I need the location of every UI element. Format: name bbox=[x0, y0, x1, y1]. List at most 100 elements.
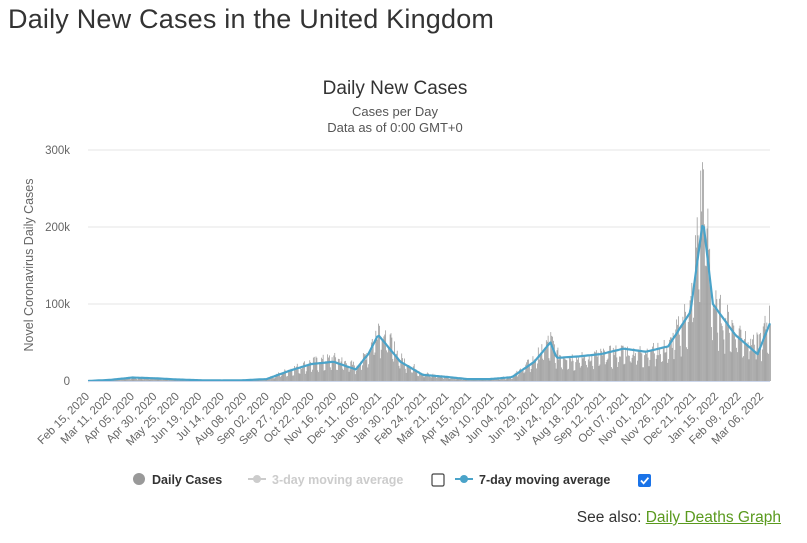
daily-case-bar bbox=[726, 324, 728, 381]
daily-case-bar bbox=[441, 375, 443, 381]
daily-case-bar bbox=[445, 376, 447, 381]
daily-case-bar bbox=[567, 369, 569, 381]
daily-case-bar bbox=[759, 334, 761, 381]
chart-subtitle-line-2: Data as of 0:00 GMT+0 bbox=[327, 120, 462, 135]
daily-deaths-graph-link[interactable]: Daily Deaths Graph bbox=[645, 509, 781, 526]
daily-case-bar bbox=[420, 373, 421, 381]
daily-case-bar bbox=[155, 378, 157, 381]
daily-case-bar bbox=[433, 375, 435, 381]
daily-case-bar bbox=[595, 350, 597, 381]
toggle-7-day-moving-average-checkbox[interactable] bbox=[638, 474, 651, 487]
daily-case-bar bbox=[678, 334, 680, 381]
daily-case-bar bbox=[516, 370, 518, 381]
daily-case-bar bbox=[644, 355, 645, 381]
daily-case-bar bbox=[428, 373, 429, 381]
daily-case-bar bbox=[568, 368, 570, 381]
daily-case-bar bbox=[701, 211, 703, 381]
daily-case-bar bbox=[124, 379, 126, 381]
daily-case-bar bbox=[282, 372, 284, 381]
daily-case-bar bbox=[373, 354, 375, 381]
daily-case-bar bbox=[611, 367, 612, 381]
daily-case-bar bbox=[677, 324, 678, 381]
daily-case-bar bbox=[443, 378, 445, 381]
daily-case-bar bbox=[558, 359, 560, 381]
daily-case-bar bbox=[748, 359, 750, 381]
daily-case-bar bbox=[397, 359, 399, 381]
daily-case-bar bbox=[432, 373, 434, 381]
daily-case-bar bbox=[444, 375, 445, 381]
daily-case-bar bbox=[575, 362, 577, 381]
daily-case-bar bbox=[290, 368, 292, 381]
daily-case-bar bbox=[710, 282, 711, 381]
daily-case-bar bbox=[669, 339, 670, 381]
daily-case-bar bbox=[585, 361, 586, 381]
daily-case-bar bbox=[625, 347, 627, 381]
daily-case-bar bbox=[312, 369, 313, 381]
toggle-3-day-moving-average-checkbox[interactable] bbox=[431, 473, 445, 487]
daily-case-bar bbox=[314, 362, 316, 381]
daily-case-bar bbox=[665, 352, 667, 381]
daily-case-bar bbox=[422, 373, 424, 381]
daily-case-bar bbox=[129, 377, 130, 381]
daily-case-bar bbox=[647, 357, 649, 381]
daily-case-bar bbox=[514, 373, 516, 381]
daily-case-bar bbox=[562, 356, 564, 381]
daily-case-bar bbox=[121, 378, 123, 381]
daily-case-bar bbox=[749, 351, 751, 381]
daily-case-bar bbox=[546, 341, 548, 381]
daily-case-bar bbox=[734, 332, 736, 381]
daily-case-bar bbox=[493, 379, 495, 381]
daily-case-bar bbox=[395, 353, 397, 381]
daily-case-bar bbox=[332, 362, 334, 381]
daily-case-bar bbox=[659, 349, 661, 381]
daily-case-bar bbox=[635, 353, 636, 381]
daily-case-bar bbox=[139, 377, 141, 381]
daily-case-bar bbox=[571, 354, 573, 381]
daily-case-bar bbox=[608, 350, 610, 381]
daily-case-bar bbox=[738, 328, 740, 381]
daily-case-bar bbox=[336, 369, 337, 381]
daily-case-bar bbox=[602, 355, 603, 381]
daily-case-bar bbox=[307, 364, 309, 381]
daily-case-bar bbox=[745, 342, 747, 381]
daily-case-bar bbox=[660, 354, 661, 381]
daily-case-bar bbox=[577, 359, 578, 381]
daily-case-bar bbox=[634, 356, 636, 381]
daily-case-bar bbox=[371, 338, 373, 381]
daily-case-bar bbox=[756, 332, 758, 381]
daily-case-bar bbox=[316, 357, 318, 381]
daily-case-bar bbox=[478, 379, 480, 381]
daily-case-bar bbox=[300, 366, 302, 381]
daily-case-bar bbox=[520, 368, 521, 381]
daily-case-bar bbox=[528, 359, 529, 381]
daily-case-bar bbox=[436, 377, 437, 381]
daily-case-bar bbox=[498, 379, 500, 381]
daily-case-bar bbox=[594, 351, 595, 381]
daily-case-bar bbox=[404, 368, 406, 381]
daily-case-bar bbox=[563, 358, 565, 381]
daily-case-bar bbox=[162, 379, 163, 381]
daily-case-bar bbox=[537, 363, 538, 381]
legend-item-daily-cases[interactable]: Daily Cases bbox=[133, 473, 222, 487]
daily-case-bar bbox=[620, 345, 622, 381]
daily-case-bar bbox=[552, 336, 553, 381]
daily-case-bar bbox=[566, 360, 568, 381]
daily-case-bar bbox=[268, 379, 270, 381]
daily-case-bar bbox=[606, 360, 608, 381]
daily-case-bar bbox=[398, 365, 400, 381]
daily-case-bar bbox=[374, 352, 376, 381]
daily-case-bar bbox=[335, 357, 337, 381]
daily-case-bar bbox=[527, 359, 528, 381]
daily-case-bar bbox=[423, 377, 425, 381]
legend-item-3-day-moving-average[interactable]: 3-day moving average bbox=[248, 473, 403, 487]
daily-case-bar bbox=[317, 370, 319, 381]
daily-case-bar bbox=[142, 379, 144, 381]
daily-case-bar bbox=[368, 364, 370, 381]
legend-item-7-day-moving-average[interactable]: 7-day moving average bbox=[455, 473, 610, 487]
daily-case-bar bbox=[528, 364, 530, 381]
daily-case-bar bbox=[651, 350, 653, 381]
daily-case-bar bbox=[532, 356, 534, 381]
daily-case-bar bbox=[636, 360, 638, 381]
daily-case-bar bbox=[661, 361, 662, 381]
daily-case-bar bbox=[711, 340, 713, 381]
